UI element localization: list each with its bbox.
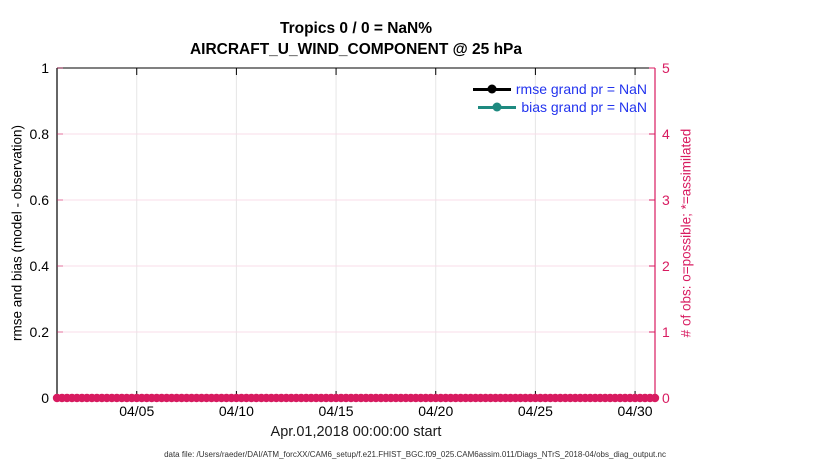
data-file-note: data file: /Users/raeder/DAI/ATM_forcXX/…	[164, 450, 666, 459]
x-tick-label: 04/15	[319, 403, 354, 419]
right-y-tick-label: 5	[662, 60, 670, 76]
right-y-tick-label: 2	[662, 258, 670, 274]
right-y-tick-label: 1	[662, 324, 670, 340]
right-y-tick-label: 0	[662, 390, 670, 406]
plot-title: Tropics 0 / 0 = NaN%	[279, 20, 433, 37]
legend-dot-icon	[487, 84, 497, 94]
x-tick-label: 04/20	[418, 403, 453, 419]
legend-label: bias grand pr = NaN	[521, 99, 647, 115]
legend-entry: rmse grand pr = NaN	[472, 80, 647, 98]
legend-label: rmse grand pr = NaN	[515, 81, 647, 97]
left-y-tick-label: 0.8	[30, 126, 50, 142]
legend-dot-icon	[492, 102, 502, 112]
left-y-axis-label: rmse and bias (model - observation)	[9, 124, 25, 342]
right-y-axis-label: # of obs: o=possible; *=assimilated	[678, 128, 694, 338]
right-y-tick-label: 3	[662, 192, 670, 208]
legend-entry: bias grand pr = NaN	[478, 98, 647, 116]
right-y-tick-label: 4	[662, 126, 670, 142]
left-y-tick-label: 0	[41, 390, 49, 406]
left-y-tick-label: 0.2	[30, 324, 50, 340]
legend: rmse grand pr = NaN bias grand pr = NaN	[472, 80, 647, 116]
left-y-tick-label: 1	[41, 60, 49, 76]
left-y-tick-label: 0.4	[30, 258, 50, 274]
title-block: Tropics 0 / 0 = NaN% AIRCRAFT_U_WIND_COM…	[57, 18, 655, 60]
legend-line-marker-icon	[472, 84, 511, 94]
legend-line-marker-icon	[478, 102, 517, 112]
x-tick-label: 04/30	[618, 403, 653, 419]
x-tick-label: 04/25	[518, 403, 553, 419]
plot-subtitle: AIRCRAFT_U_WIND_COMPONENT @ 25 hPa	[189, 41, 523, 58]
x-tick-label: 04/10	[219, 403, 254, 419]
x-tick-label: 04/05	[119, 403, 154, 419]
left-y-tick-label: 0.6	[30, 192, 50, 208]
obs-marker	[650, 393, 660, 403]
x-axis-label: Apr.01,2018 00:00:00 start	[270, 424, 442, 440]
